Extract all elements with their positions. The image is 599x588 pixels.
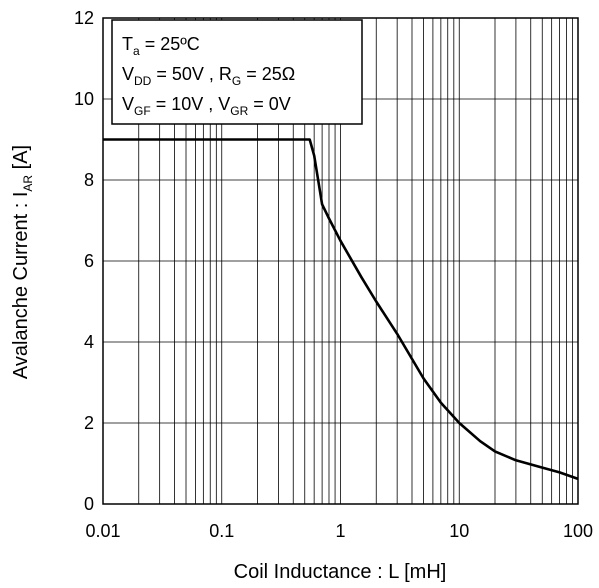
y-tick-label: 4 <box>84 332 94 352</box>
conditions-annotation: Ta = 25ºC VDD = 50V , RG = 25Ω VGF = 10V… <box>111 19 363 125</box>
annotation-line-2: VDD = 50V , RG = 25Ω <box>122 64 295 88</box>
x-tick-label: 1 <box>335 521 345 541</box>
y-tick-label: 2 <box>84 413 94 433</box>
annotation-box <box>111 19 363 125</box>
y-tick-label: 0 <box>84 494 94 514</box>
x-tick-label: 0.01 <box>85 521 120 541</box>
x-axis-title: Coil Inductance : L [mH] <box>234 561 447 583</box>
annotation-line-3: VGF = 10V , VGR = 0V <box>122 94 291 118</box>
x-tick-label: 10 <box>449 521 469 541</box>
data-series <box>103 138 579 481</box>
x-tick-label: 100 <box>563 521 593 541</box>
y-tick-label: 12 <box>74 8 94 28</box>
x-tick-labels: 0.01 0.1 1 10 100 <box>85 521 593 541</box>
avalanche-current-line <box>103 138 579 481</box>
y-tick-label: 8 <box>84 170 94 190</box>
y-tick-label: 10 <box>74 89 94 109</box>
y-axis-title: Avalanche Current : IAR [A] <box>10 145 35 379</box>
y-tick-labels: 0 2 4 6 8 10 12 <box>74 8 94 514</box>
x-tick-label: 0.1 <box>209 521 234 541</box>
annotation-line-1: Ta = 25ºC <box>122 34 200 58</box>
y-tick-label: 6 <box>84 251 94 271</box>
plot-frame <box>102 17 579 505</box>
